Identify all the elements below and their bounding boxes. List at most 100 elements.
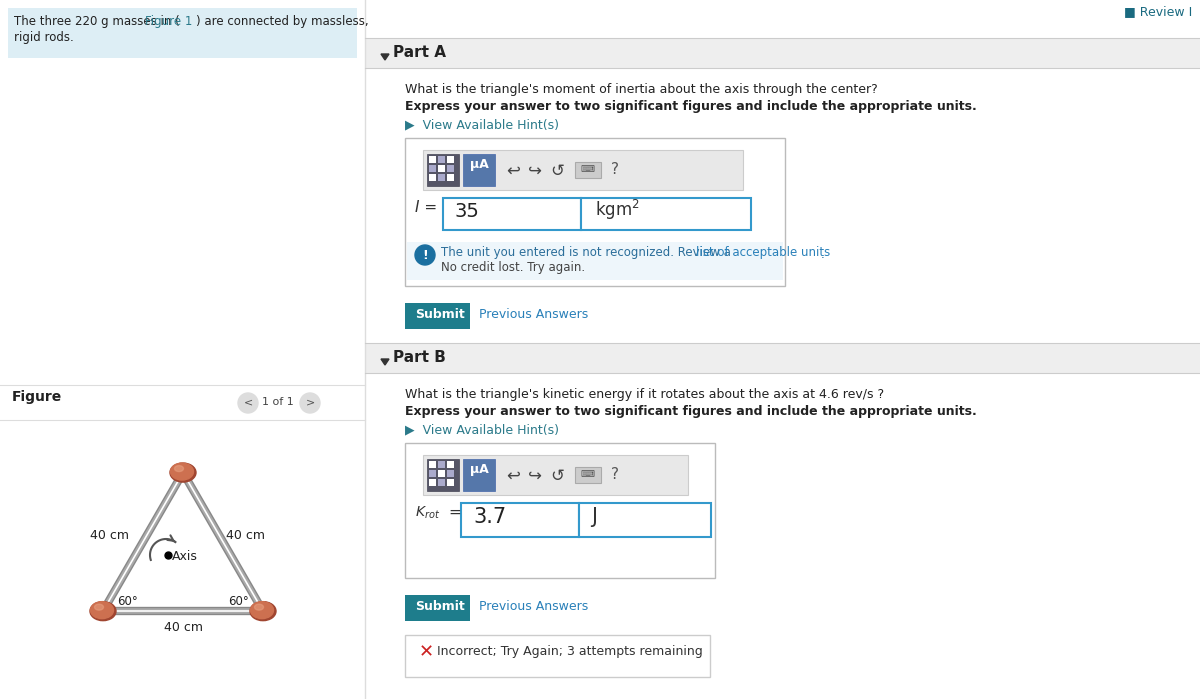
Text: Previous Answers: Previous Answers — [479, 308, 588, 321]
Text: Figure 1: Figure 1 — [145, 15, 192, 28]
Text: 60°: 60° — [228, 595, 250, 608]
Bar — [427, 459, 458, 491]
Bar — [365, 0, 1200, 699]
Text: μA: μA — [469, 463, 488, 476]
Text: ) are connected by massless,: ) are connected by massless, — [196, 15, 368, 28]
Bar — [446, 156, 454, 163]
Text: =: = — [448, 505, 461, 520]
Text: ?: ? — [611, 467, 619, 482]
Bar — [406, 443, 715, 578]
Text: ▶  View Available Hint(s): ▶ View Available Hint(s) — [406, 118, 559, 131]
Text: ⌨: ⌨ — [581, 164, 595, 174]
Text: 60°: 60° — [118, 595, 138, 608]
Polygon shape — [382, 359, 389, 365]
Text: list of acceptable units: list of acceptable units — [696, 246, 830, 259]
Bar — [446, 165, 454, 172]
Bar — [581, 198, 751, 230]
Text: ↪: ↪ — [528, 162, 542, 180]
Ellipse shape — [90, 602, 116, 621]
Text: μA: μA — [469, 158, 488, 171]
Text: 35: 35 — [455, 202, 480, 221]
Bar — [446, 479, 454, 486]
Text: The three 220 g masses in (: The three 220 g masses in ( — [14, 15, 180, 28]
Text: ↺: ↺ — [550, 162, 564, 180]
Bar — [430, 156, 436, 163]
Text: ↩: ↩ — [506, 162, 520, 180]
Bar — [438, 165, 445, 172]
Bar — [407, 242, 784, 280]
Bar — [406, 635, 710, 677]
Polygon shape — [382, 54, 389, 60]
Bar — [8, 8, 358, 58]
Bar — [430, 165, 436, 172]
Text: rigid rods.: rigid rods. — [14, 31, 73, 44]
Bar — [463, 154, 496, 186]
Text: ■ Review I: ■ Review I — [1123, 5, 1192, 18]
Text: Submit: Submit — [415, 308, 464, 321]
Text: Part B: Part B — [394, 350, 446, 365]
Ellipse shape — [90, 602, 114, 619]
Bar — [443, 198, 581, 230]
Text: ?: ? — [611, 162, 619, 177]
Text: No credit lost. Try again.: No credit lost. Try again. — [442, 261, 586, 274]
Text: ✕: ✕ — [419, 643, 434, 661]
Bar — [406, 138, 785, 286]
Text: 40 cm: 40 cm — [163, 621, 203, 634]
Text: ↩: ↩ — [506, 467, 520, 485]
Text: ⌨: ⌨ — [581, 469, 595, 479]
Ellipse shape — [95, 604, 103, 610]
Circle shape — [238, 393, 258, 413]
Text: Express your answer to two significant figures and include the appropriate units: Express your answer to two significant f… — [406, 100, 977, 113]
Text: Figure: Figure — [12, 390, 62, 404]
Text: ↪: ↪ — [528, 467, 542, 485]
Bar — [424, 455, 688, 495]
Bar — [430, 461, 436, 468]
Text: 40 cm: 40 cm — [226, 529, 264, 542]
Text: The unit you entered is not recognized. Review a: The unit you entered is not recognized. … — [442, 246, 734, 259]
Text: 3.7: 3.7 — [473, 507, 506, 527]
Bar — [580, 503, 710, 537]
Bar — [406, 303, 470, 329]
Text: Axis: Axis — [172, 550, 198, 563]
Text: Previous Answers: Previous Answers — [479, 600, 588, 613]
Bar — [438, 461, 445, 468]
Bar — [575, 467, 601, 483]
Text: Express your answer to two significant figures and include the appropriate units: Express your answer to two significant f… — [406, 405, 977, 418]
Bar — [365, 343, 1200, 373]
Bar — [430, 470, 436, 477]
Text: $K_{rot}$: $K_{rot}$ — [415, 505, 440, 521]
Ellipse shape — [170, 463, 196, 482]
Text: I =: I = — [415, 200, 437, 215]
Text: What is the triangle's moment of inertia about the axis through the center?: What is the triangle's moment of inertia… — [406, 83, 877, 96]
Bar — [424, 150, 743, 190]
Ellipse shape — [170, 463, 193, 480]
Bar — [438, 156, 445, 163]
Bar — [438, 470, 445, 477]
Bar — [446, 461, 454, 468]
Text: 40 cm: 40 cm — [90, 529, 128, 542]
Text: J: J — [592, 507, 598, 527]
Circle shape — [300, 393, 320, 413]
Bar — [430, 479, 436, 486]
Text: Submit: Submit — [415, 600, 464, 613]
Text: Part A: Part A — [394, 45, 446, 60]
Bar — [446, 470, 454, 477]
Text: ↺: ↺ — [550, 467, 564, 485]
Text: kgm$^{2}$: kgm$^{2}$ — [595, 198, 640, 222]
Bar — [575, 162, 601, 178]
Bar — [365, 38, 1200, 68]
Text: !: ! — [422, 249, 428, 262]
Ellipse shape — [250, 602, 276, 621]
Text: 1 of 1: 1 of 1 — [262, 397, 294, 407]
Bar — [438, 174, 445, 181]
Bar — [406, 595, 470, 621]
Bar — [427, 154, 458, 186]
Bar — [430, 174, 436, 181]
Text: ▶  View Available Hint(s): ▶ View Available Hint(s) — [406, 423, 559, 436]
Bar — [463, 459, 496, 491]
Bar — [446, 174, 454, 181]
Bar — [438, 479, 445, 486]
Ellipse shape — [251, 602, 274, 619]
Text: Incorrect; Try Again; 3 attempts remaining: Incorrect; Try Again; 3 attempts remaini… — [437, 645, 703, 658]
Ellipse shape — [174, 466, 184, 472]
